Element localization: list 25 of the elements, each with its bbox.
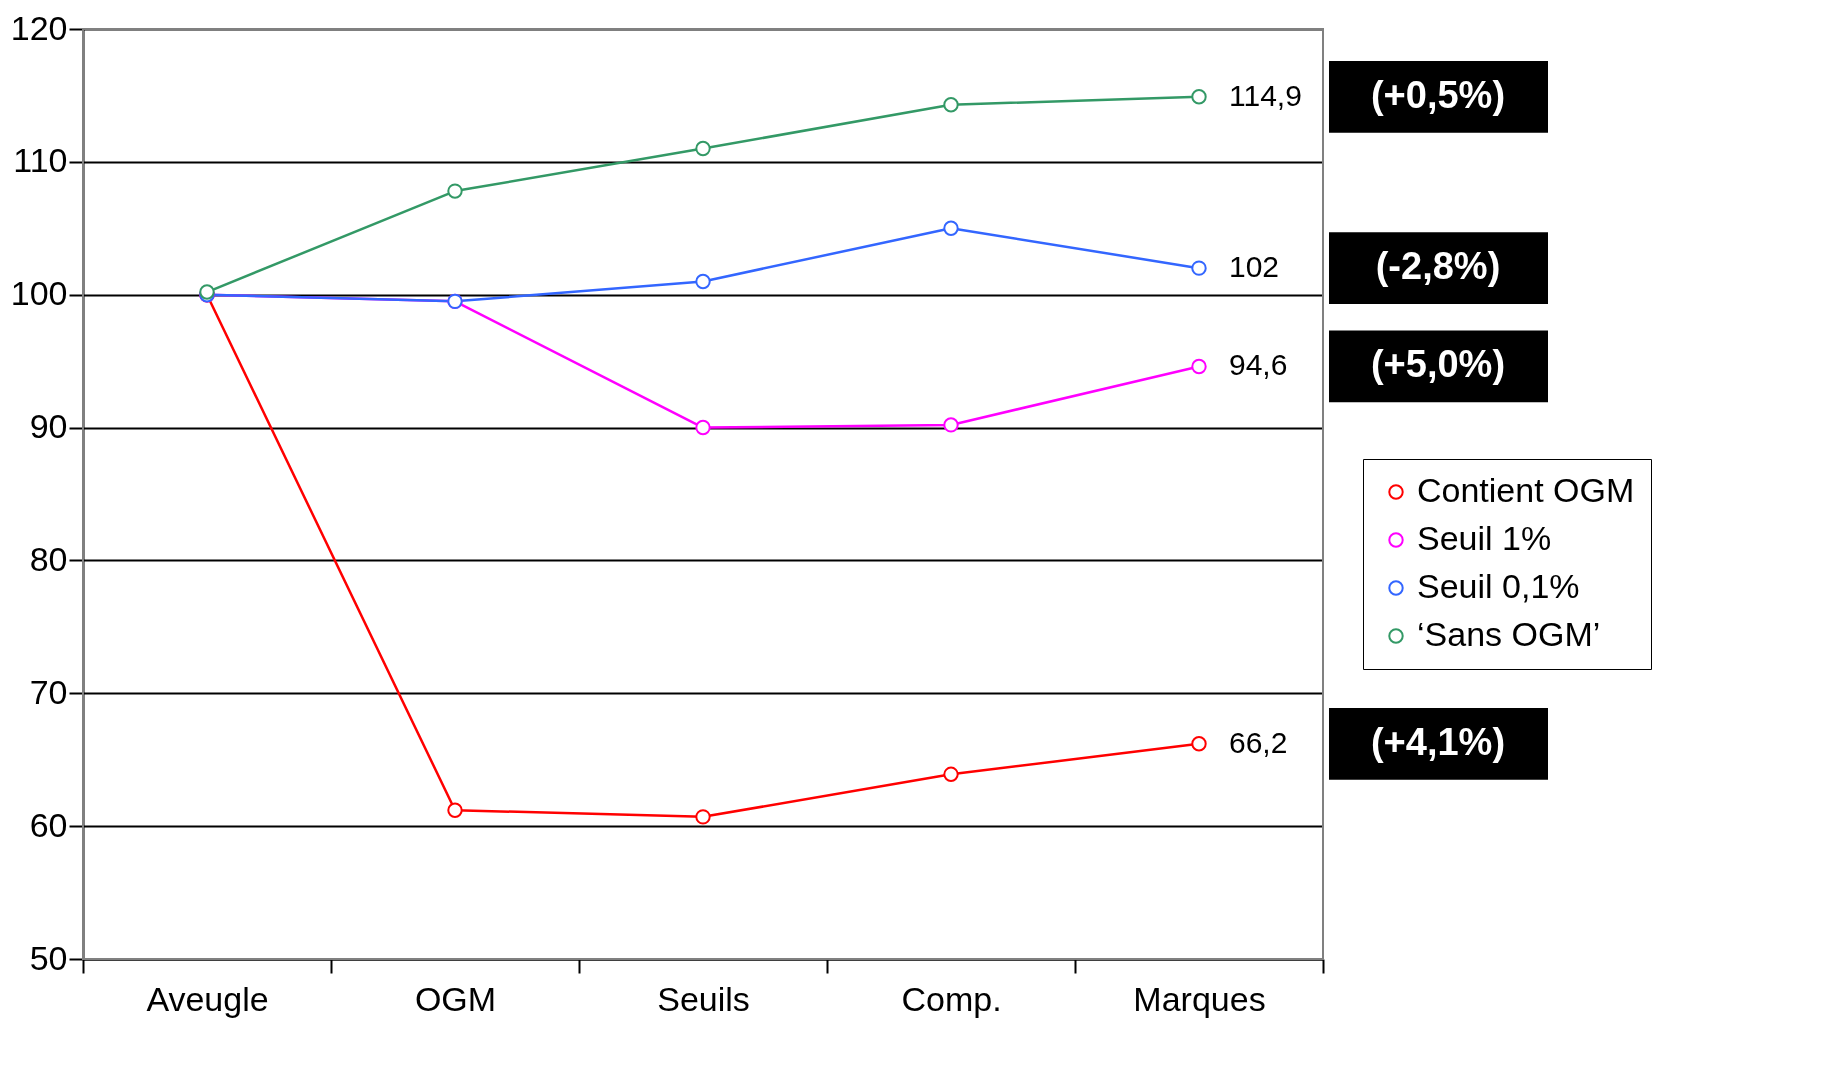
legend-label: ‘Sans OGM’ bbox=[1417, 615, 1601, 653]
x-tick-label: Comp. bbox=[901, 979, 1002, 1018]
y-tick-label: 80 bbox=[29, 539, 68, 578]
data-label: 102 bbox=[1229, 250, 1280, 284]
y-tick-label: 100 bbox=[10, 274, 68, 313]
y-tick-label: 110 bbox=[13, 141, 68, 180]
text: (+0,5%) bbox=[1370, 73, 1506, 116]
legend-label: Seuil 0,1% bbox=[1417, 567, 1580, 605]
data-label: 66,2 bbox=[1229, 725, 1288, 759]
x-tick-label: Marques bbox=[1133, 979, 1266, 1018]
x-tick-label: Aveugle bbox=[146, 979, 269, 1018]
legend-label: Seuil 1% bbox=[1417, 519, 1552, 557]
y-tick-label: 70 bbox=[29, 672, 68, 711]
y-tick-label: 120 bbox=[10, 8, 68, 47]
text: (+5,0%) bbox=[1370, 343, 1506, 386]
y-tick-label: 50 bbox=[29, 938, 68, 977]
y-tick-label: 90 bbox=[29, 407, 68, 446]
data-label: 94,6 bbox=[1229, 348, 1288, 382]
text: (+4,1%) bbox=[1370, 720, 1506, 763]
data-label: 114,9 bbox=[1229, 78, 1302, 112]
x-tick-label: Seuils bbox=[657, 979, 750, 1018]
legend-label: Contient OGM bbox=[1417, 471, 1635, 509]
y-tick-label: 60 bbox=[29, 805, 68, 844]
text: (-2,8%) bbox=[1375, 245, 1501, 288]
x-tick-label: OGM bbox=[414, 979, 497, 1018]
